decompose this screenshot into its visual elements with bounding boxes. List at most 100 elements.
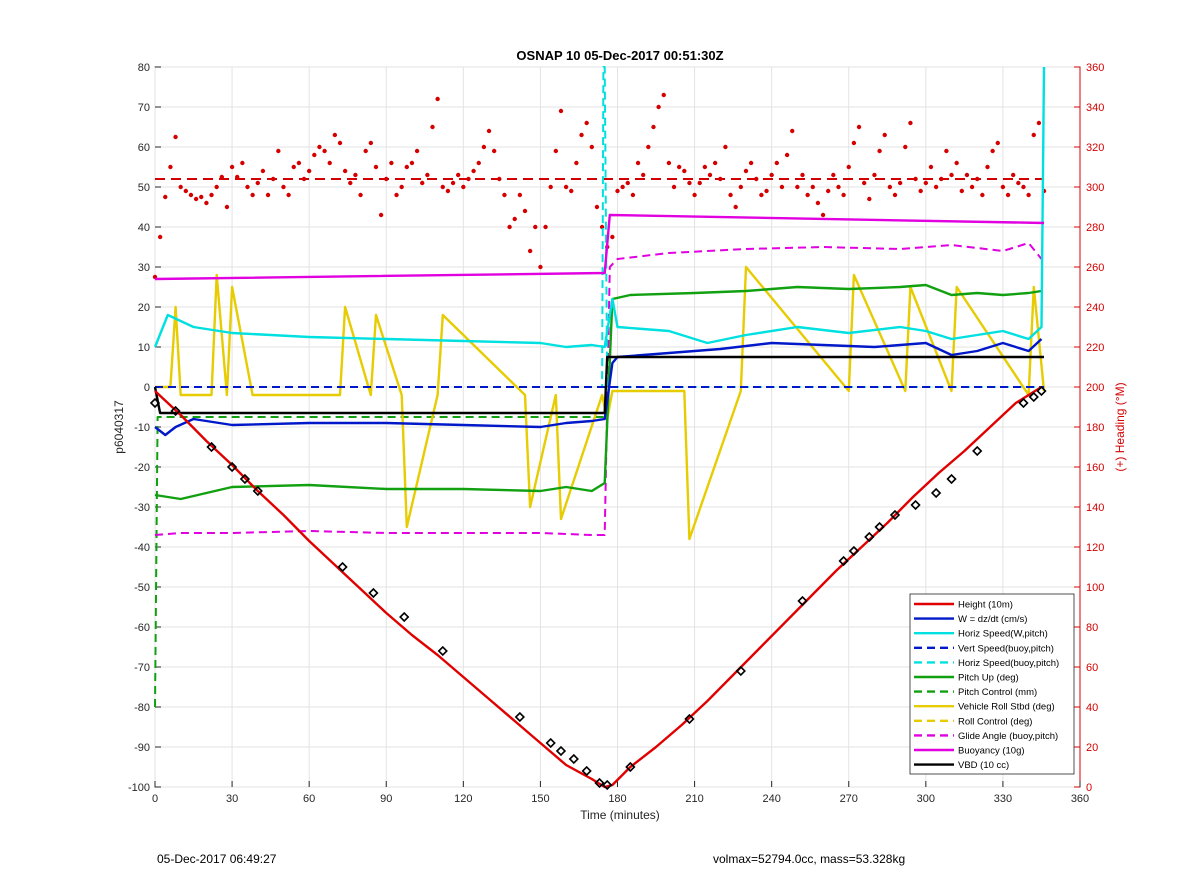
heading-point	[543, 224, 548, 230]
y-right-tick-label: 200	[1086, 382, 1104, 394]
heading-point	[769, 172, 774, 178]
footer-timestamp: 05-Dec-2017 06:49:27	[157, 852, 277, 866]
heading-point	[954, 160, 959, 166]
series-lines	[153, 66, 1046, 789]
height-marker	[1028, 391, 1039, 403]
heading-point	[666, 160, 672, 166]
heading-point	[229, 164, 235, 170]
y-tick-label: -30	[134, 502, 150, 514]
heading-point	[445, 188, 451, 194]
height-marker	[838, 555, 849, 567]
heading-point	[784, 152, 790, 158]
y-right-tick-label: 160	[1086, 462, 1104, 474]
heading-point	[990, 148, 995, 154]
heading-point	[188, 192, 194, 198]
legend-label: Pitch Control (mm)	[958, 687, 1037, 698]
y-right-tick-label: 60	[1086, 662, 1098, 674]
heading-point	[409, 160, 415, 166]
heading-point	[646, 144, 651, 150]
heading-point	[548, 184, 553, 190]
heading-point	[348, 180, 353, 186]
height-marker	[555, 745, 567, 757]
y-tick-label: -20	[134, 462, 150, 474]
heading-point	[671, 184, 677, 190]
heading-point	[168, 164, 173, 170]
heading-point	[440, 184, 445, 190]
height-marker	[226, 461, 238, 473]
y-right-tick-label: 360	[1086, 62, 1104, 74]
y-tick-label: -10	[134, 422, 150, 434]
heading-point	[291, 164, 296, 170]
legend-label: Vehicle Roll Stbd (deg)	[958, 702, 1055, 713]
heading-point	[707, 172, 713, 178]
heading-point	[790, 128, 795, 134]
heading-point	[661, 92, 666, 98]
heading-point	[173, 134, 178, 140]
markers	[149, 385, 1047, 791]
heading-point	[337, 140, 343, 146]
heading-point	[332, 132, 338, 138]
heading-point	[435, 96, 440, 102]
y-right-tick-label: 20	[1086, 742, 1098, 754]
heading-point	[774, 160, 780, 166]
footer-volmax-mass: volmax=52794.0cc, mass=53.328kg	[713, 852, 906, 866]
heading-point	[944, 148, 949, 154]
heading-point	[779, 184, 785, 190]
heading-point	[867, 196, 872, 202]
heading-point	[980, 192, 985, 198]
y-tick-label: 20	[138, 302, 150, 314]
heading-point	[630, 192, 636, 198]
y-axis-right-label: (+) Heading (°M)	[1113, 382, 1127, 471]
series-line	[153, 66, 1046, 349]
legend: Height (10m) W = dz/dt (cm/s) Horiz Speed(…	[909, 593, 1075, 775]
heading-point	[1021, 184, 1026, 190]
x-axis-label: Time (minutes)	[580, 808, 660, 822]
heading-point	[245, 184, 250, 190]
heading-point	[810, 184, 815, 190]
y-tick-label: -100	[128, 782, 150, 794]
height-marker	[368, 587, 379, 599]
heading-point	[820, 212, 826, 218]
heading-point	[702, 164, 708, 170]
y-right-tick-label: 120	[1086, 542, 1104, 554]
heading-point	[759, 192, 764, 198]
height-marker	[568, 753, 579, 765]
heading-point	[193, 196, 199, 202]
heading-point	[240, 160, 245, 166]
heading-point	[743, 168, 749, 174]
heading-point	[569, 188, 574, 194]
heading-point	[450, 180, 456, 186]
x-tick-label: 270	[840, 793, 858, 805]
heading-point	[461, 184, 466, 190]
heading-point	[1010, 172, 1016, 178]
heading-point	[425, 172, 430, 178]
chart-title: OSNAP 10 05-Dec-2017 00:51:30Z	[516, 48, 723, 63]
heading-point	[373, 164, 379, 170]
series-line	[154, 242, 1043, 536]
y-tick-label: 30	[138, 262, 150, 274]
heading-point	[466, 176, 471, 182]
y-tick-label: -90	[134, 742, 150, 754]
legend-label: Horiz Speed(buoy,pitch)	[958, 658, 1059, 669]
heading-point	[995, 140, 1000, 146]
heading-point	[399, 184, 404, 190]
heading-point	[754, 176, 759, 182]
height-marker	[972, 445, 983, 457]
y-tick-label: 70	[138, 102, 150, 114]
heading-point	[718, 176, 723, 182]
heading-point	[939, 176, 944, 182]
y-tick-label: 40	[138, 222, 150, 234]
heading-point	[563, 184, 569, 190]
heading-point	[846, 164, 851, 170]
heading-point	[368, 140, 374, 146]
heading-point	[800, 172, 805, 178]
heading-point	[589, 144, 595, 150]
heading-point	[640, 172, 646, 178]
height-marker	[625, 761, 636, 773]
y-tick-label: -40	[134, 542, 150, 554]
height-marker	[1018, 397, 1029, 409]
heading-series	[152, 92, 1047, 280]
heading-point	[1031, 132, 1036, 138]
heading-point	[903, 144, 908, 150]
